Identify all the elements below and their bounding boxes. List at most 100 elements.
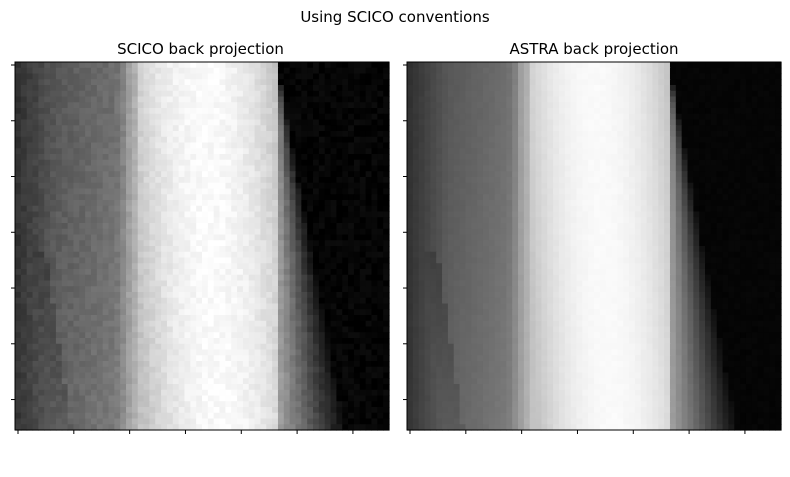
heatmap-cell bbox=[219, 96, 226, 103]
heatmap-cell bbox=[728, 62, 735, 69]
heatmap-cell bbox=[50, 159, 57, 167]
heatmap-cell bbox=[190, 389, 197, 397]
heatmap-cell bbox=[219, 108, 226, 115]
heatmap-cell bbox=[108, 407, 115, 414]
heatmap-cell bbox=[166, 102, 174, 109]
heatmap-cell bbox=[500, 67, 507, 75]
heatmap-cell bbox=[383, 384, 390, 391]
heatmap-cell bbox=[757, 102, 765, 109]
heatmap-cell bbox=[365, 148, 373, 155]
heatmap-cell bbox=[207, 234, 215, 241]
heatmap-cell bbox=[178, 286, 186, 293]
heatmap-cell bbox=[26, 418, 34, 425]
heatmap-cell bbox=[213, 136, 221, 144]
heatmap-cell bbox=[114, 320, 121, 328]
heatmap-cell bbox=[763, 96, 770, 103]
heatmap-cell bbox=[50, 182, 57, 190]
heatmap-cell bbox=[283, 131, 291, 138]
heatmap-cell bbox=[32, 407, 39, 414]
heatmap-cell bbox=[254, 125, 262, 132]
heatmap-cell bbox=[500, 62, 507, 69]
heatmap-cell bbox=[307, 286, 314, 293]
heatmap-cell bbox=[143, 326, 150, 333]
heatmap-cell bbox=[196, 297, 203, 305]
heatmap-cell bbox=[155, 96, 162, 103]
heatmap-cell bbox=[248, 280, 256, 287]
heatmap-cell bbox=[231, 407, 238, 414]
heatmap-cell bbox=[237, 125, 244, 132]
heatmap-cell bbox=[365, 194, 373, 201]
heatmap-cell bbox=[518, 125, 525, 132]
heatmap-cell bbox=[383, 108, 390, 115]
heatmap-cell bbox=[190, 131, 197, 138]
heatmap-cell bbox=[96, 240, 104, 247]
heatmap-cell bbox=[161, 113, 168, 121]
heatmap-cell bbox=[143, 292, 150, 299]
heatmap-cell bbox=[675, 113, 683, 121]
heatmap-cell bbox=[412, 131, 420, 138]
heatmap-cell bbox=[166, 349, 174, 356]
heatmap-cell bbox=[564, 96, 572, 103]
heatmap-cell bbox=[149, 366, 156, 374]
heatmap-cell bbox=[377, 361, 384, 368]
heatmap-cell bbox=[242, 355, 250, 362]
heatmap-cell bbox=[324, 108, 332, 115]
heatmap-cell bbox=[213, 361, 221, 368]
heatmap-cell bbox=[301, 125, 308, 132]
heatmap-cell bbox=[477, 113, 484, 121]
heatmap-cell bbox=[155, 297, 162, 305]
heatmap-cell bbox=[751, 67, 759, 75]
heatmap-cell bbox=[471, 119, 478, 126]
heatmap-cell bbox=[629, 67, 636, 75]
heatmap-cell bbox=[254, 274, 262, 282]
heatmap-cell bbox=[324, 211, 332, 218]
heatmap-cell bbox=[190, 251, 197, 259]
heatmap-cell bbox=[318, 257, 326, 264]
heatmap-cell bbox=[32, 165, 39, 172]
heatmap-cell bbox=[371, 401, 378, 408]
heatmap-cell bbox=[161, 378, 168, 385]
heatmap-cell bbox=[775, 119, 782, 126]
heatmap-cell bbox=[161, 269, 168, 276]
heatmap-cell bbox=[190, 79, 197, 86]
heatmap-cell bbox=[96, 182, 104, 190]
heatmap-cell bbox=[178, 119, 186, 126]
heatmap-cell bbox=[114, 332, 121, 339]
heatmap-cell bbox=[237, 395, 244, 402]
heatmap-cell bbox=[231, 188, 238, 195]
heatmap-cell bbox=[301, 263, 308, 270]
heatmap-cell bbox=[149, 269, 156, 276]
heatmap-cell bbox=[196, 217, 203, 224]
heatmap-cell bbox=[184, 171, 191, 178]
heatmap-cell bbox=[248, 372, 256, 379]
heatmap-cell bbox=[155, 343, 162, 351]
heatmap-cell bbox=[207, 142, 215, 149]
heatmap-cell bbox=[15, 361, 22, 368]
heatmap-cell bbox=[26, 401, 34, 408]
heatmap-cell bbox=[371, 355, 378, 362]
heatmap-cell bbox=[289, 119, 297, 126]
heatmap-cell bbox=[430, 102, 437, 109]
heatmap-cell bbox=[359, 338, 367, 345]
heatmap-cell bbox=[664, 73, 671, 80]
heatmap-cell bbox=[494, 85, 502, 92]
heatmap-cell bbox=[196, 205, 203, 213]
heatmap-cell bbox=[254, 228, 262, 236]
heatmap-cell bbox=[353, 200, 361, 207]
heatmap-cell bbox=[143, 159, 150, 167]
heatmap-cell bbox=[108, 395, 115, 402]
heatmap-cell bbox=[108, 343, 115, 351]
heatmap-cell bbox=[38, 251, 45, 259]
heatmap-cell bbox=[289, 303, 297, 310]
heatmap-cell bbox=[38, 286, 45, 293]
heatmap-cell bbox=[225, 194, 232, 201]
heatmap-cell bbox=[289, 280, 297, 287]
heatmap-cell bbox=[114, 389, 121, 397]
heatmap-cell bbox=[196, 355, 203, 362]
heatmap-cell bbox=[266, 234, 273, 241]
heatmap-cell bbox=[383, 303, 390, 310]
heatmap-cell bbox=[172, 234, 180, 241]
heatmap-cell bbox=[50, 407, 57, 414]
heatmap-cell bbox=[202, 119, 209, 126]
heatmap-cell bbox=[20, 389, 28, 397]
